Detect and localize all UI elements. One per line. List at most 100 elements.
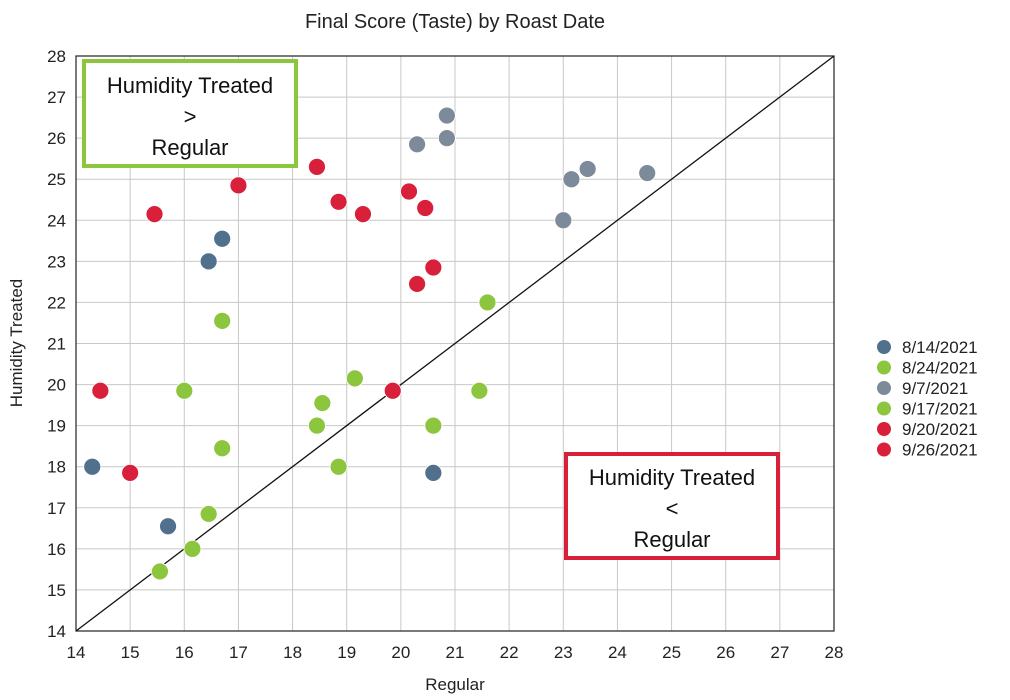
data-point [408, 275, 427, 293]
data-point [329, 457, 348, 476]
data-point [145, 205, 164, 224]
y-tick-label: 20 [47, 376, 66, 395]
data-point [470, 381, 489, 400]
annotation-box-above: Humidity Treated > Regular [82, 59, 298, 168]
data-point [416, 199, 435, 217]
y-tick-label: 27 [47, 88, 66, 107]
data-point [578, 160, 597, 178]
legend-label: 9/17/2021 [902, 400, 978, 419]
data-point [213, 229, 232, 248]
annotation-frame [564, 452, 780, 560]
legend-label: 9/26/2021 [902, 441, 978, 460]
data-point [424, 258, 443, 277]
annotation-text: Humidity Treated [107, 73, 273, 98]
y-tick-label: 17 [47, 499, 66, 518]
legend-label: 8/14/2021 [902, 338, 978, 357]
legend-marker [877, 401, 891, 416]
data-point [400, 182, 418, 201]
y-tick-label: 16 [47, 540, 66, 559]
x-tick-label: 23 [554, 643, 573, 662]
annotation-text: > [184, 104, 197, 129]
data-point [83, 457, 102, 476]
tick-labels: 14 15 16 17 18 19 20 21 22 23 24 25 26 27 28 14 15 16 17 18… [47, 47, 843, 662]
legend-label: 9/7/2021 [902, 379, 968, 398]
y-tick-label: 14 [47, 622, 66, 641]
chart-title: Final Score (Taste) by Roast Date [305, 11, 605, 33]
x-tick-label: 27 [770, 643, 789, 662]
y-tick-label: 21 [47, 335, 66, 354]
x-tick-label: 16 [175, 643, 194, 662]
data-point [354, 205, 372, 224]
data-point [478, 293, 497, 312]
annotation-frame [82, 59, 298, 168]
data-point [159, 517, 177, 536]
reference-line [75, 55, 835, 632]
x-axis-label: Regular [425, 675, 485, 694]
data-point [424, 416, 443, 435]
y-tick-label: 22 [47, 293, 66, 312]
legend-label: 8/24/2021 [902, 359, 978, 378]
data-point [638, 164, 657, 182]
x-tick-label: 26 [716, 643, 735, 662]
y-tick-label: 23 [47, 252, 66, 271]
diagonal-line [75, 55, 835, 632]
y-tick-label: 25 [47, 170, 66, 189]
legend-marker [877, 442, 891, 457]
data-point [199, 505, 218, 523]
y-tick-label: 24 [47, 211, 66, 230]
x-tick-label: 15 [121, 643, 140, 662]
data-point [151, 562, 169, 581]
data-point [229, 176, 248, 195]
data-point [562, 170, 581, 189]
x-tick-label: 21 [446, 643, 465, 662]
x-tick-label: 19 [337, 643, 356, 662]
y-tick-label: 19 [47, 417, 66, 436]
y-tick-label: 28 [47, 47, 66, 66]
y-axis-label: Humidity Treated [7, 279, 26, 408]
legend-marker [877, 340, 891, 354]
legend-marker [877, 360, 891, 375]
x-tick-label: 28 [825, 643, 844, 662]
data-point [383, 381, 402, 400]
annotation-box-below: Humidity Treated < Regular [564, 452, 780, 560]
data-point [121, 463, 140, 482]
x-tick-label: 24 [608, 643, 627, 662]
data-point [313, 394, 332, 412]
data-point [424, 463, 443, 482]
data-point [308, 157, 326, 176]
data-point [183, 539, 202, 558]
annotation-text: Humidity Treated [589, 465, 755, 490]
data-points [83, 106, 657, 581]
x-tick-label: 14 [67, 643, 86, 662]
data-point [213, 312, 232, 330]
legend-marker [877, 422, 891, 436]
data-point [91, 381, 110, 400]
data-point [345, 369, 364, 388]
data-point [329, 192, 348, 211]
legend-label: 9/20/2021 [902, 420, 978, 439]
x-tick-label: 22 [500, 643, 519, 662]
x-tick-label: 25 [662, 643, 681, 662]
y-tick-label: 18 [47, 458, 66, 477]
annotation-text: < [666, 496, 679, 521]
legend-marker [877, 381, 891, 395]
data-point [437, 129, 456, 148]
y-tick-label: 26 [47, 129, 66, 148]
data-point [408, 135, 427, 154]
annotation-text: Regular [151, 135, 228, 160]
data-point [199, 252, 218, 271]
x-tick-label: 20 [391, 643, 410, 662]
plot-frame [75, 55, 835, 632]
y-tick-label: 15 [47, 581, 66, 600]
data-point [308, 416, 326, 435]
x-tick-label: 17 [229, 643, 248, 662]
data-point [554, 211, 573, 230]
data-point [437, 106, 456, 125]
x-tick-label: 18 [283, 643, 302, 662]
data-point [175, 381, 194, 400]
annotation-text: Regular [633, 527, 710, 552]
data-point [213, 439, 232, 458]
